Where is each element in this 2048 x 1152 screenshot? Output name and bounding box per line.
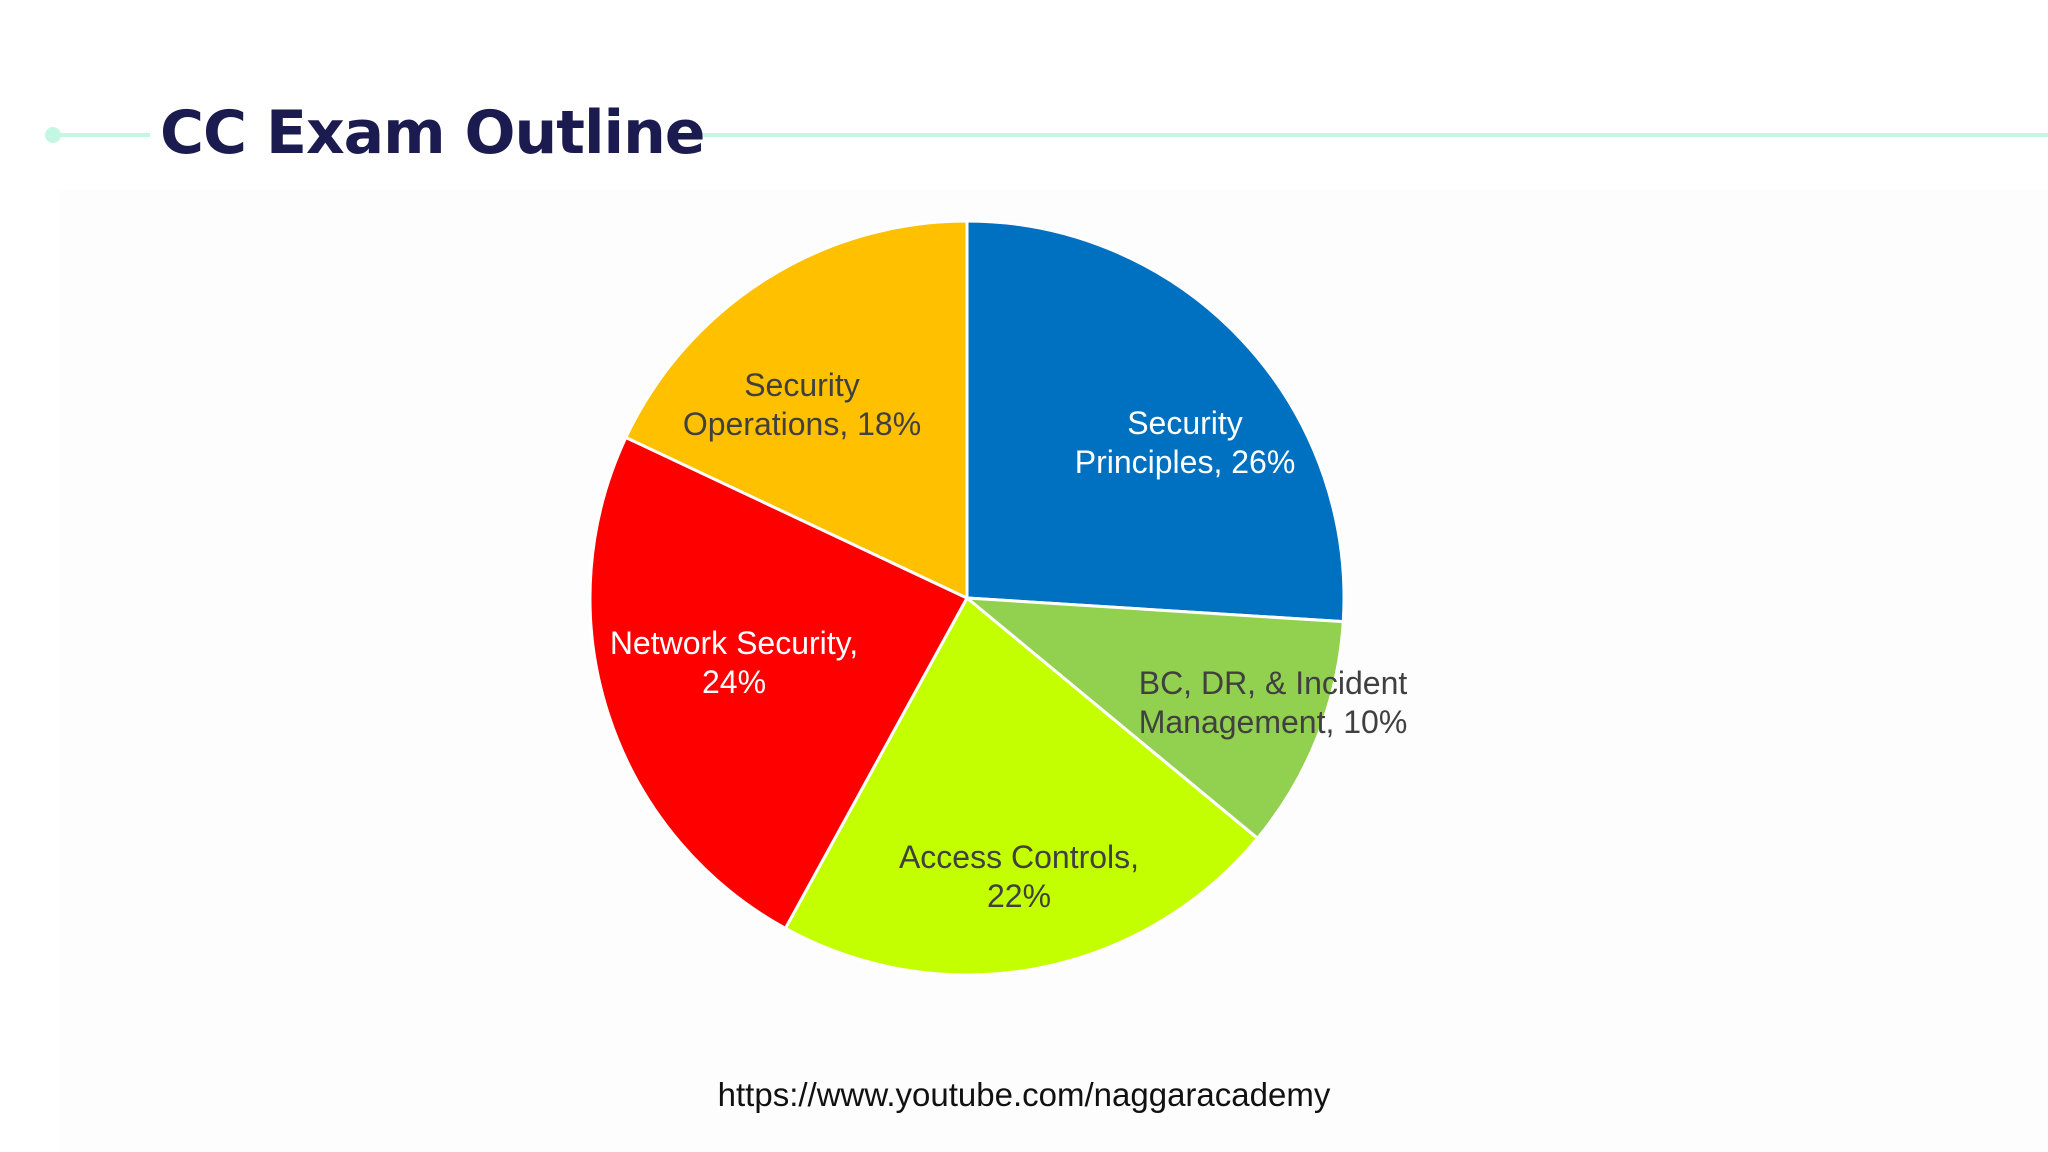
slice-label-line: Operations, 18% — [683, 406, 921, 442]
slice-label-line: Principles, 26% — [1075, 444, 1296, 480]
slice-label-line: Network Security, — [610, 625, 858, 661]
slide-title: CC Exam Outline — [160, 98, 705, 168]
accent-line — [54, 133, 2048, 137]
slice-label-1: BC, DR, & Incident Management, 10% — [1139, 665, 1408, 740]
slice-label-line: Management, 10% — [1139, 704, 1408, 740]
pie-slice-2 — [783, 596, 1259, 977]
slice-label-line: Access Controls, — [899, 839, 1139, 875]
slice-label-4: Security Operations, 18% — [683, 367, 921, 442]
slice-label-0: Security Principles, 26% — [1075, 405, 1296, 480]
slice-label-line: 22% — [987, 878, 1051, 914]
accent-dot — [45, 127, 61, 143]
slice-label-2: Access Controls, 22% — [899, 839, 1139, 914]
title-background — [150, 98, 675, 174]
slice-label-line: BC, DR, & Incident — [1139, 665, 1408, 701]
pie-slice-1 — [965, 596, 1345, 840]
footer-url: https://www.youtube.com/naggaracademy — [717, 1076, 1331, 1113]
pie-slice-4 — [624, 219, 969, 600]
slice-label-line: Security — [1127, 405, 1243, 441]
slice-label-line: 24% — [702, 664, 766, 700]
slice-label-line: Security — [744, 367, 860, 403]
pie-slice-0 — [965, 219, 1346, 624]
slice-label-3: Network Security, 24% — [610, 625, 858, 700]
pie-slice-3 — [588, 435, 969, 930]
